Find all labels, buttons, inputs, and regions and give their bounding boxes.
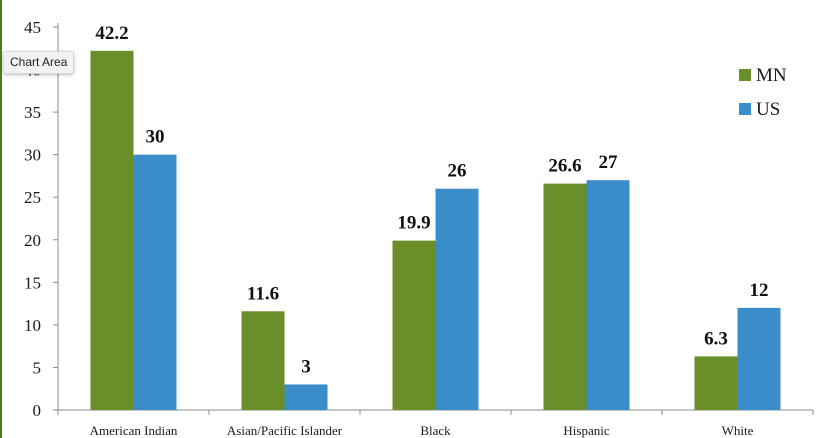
bar-mn — [241, 311, 285, 410]
data-label-us: 30 — [146, 127, 165, 148]
data-label-us: 3 — [301, 356, 311, 377]
bar-us — [586, 180, 630, 410]
y-tick-label: 15 — [24, 273, 41, 292]
data-label-us: 12 — [750, 280, 769, 301]
data-label-us: 26 — [448, 161, 467, 182]
y-tick-label: 10 — [24, 316, 41, 335]
bar-mn — [694, 356, 738, 410]
legend-label-us: US — [756, 99, 780, 120]
y-tick-label: 5 — [33, 358, 42, 377]
bar-us — [133, 154, 177, 410]
data-label-us: 27 — [599, 152, 619, 173]
x-category-label: American Indian — [90, 423, 178, 438]
x-category-label: Hispanic — [563, 423, 609, 438]
window-left-edge — [0, 0, 2, 438]
x-category-label: Black — [420, 423, 451, 438]
y-tick-label: 45 — [24, 18, 41, 37]
data-label-mn: 6.3 — [704, 328, 728, 349]
bar-us — [737, 307, 781, 410]
bar-mn — [90, 50, 134, 410]
legend-label-mn: MN — [756, 65, 787, 86]
chart-legend: MN US — [739, 65, 787, 120]
chart-area-tooltip: Chart Area — [3, 51, 75, 74]
bar-us — [435, 188, 479, 410]
y-tick-label: 35 — [24, 103, 41, 122]
data-label-mn: 19.9 — [397, 213, 430, 234]
y-tick-label: 30 — [24, 146, 41, 165]
y-tick-label: 25 — [24, 188, 41, 207]
x-category-label: Asian/Pacific Islander — [227, 423, 343, 438]
chart-labels: 42.2 11.6 19.9 26.6 6.3 30 3 26 27 12 — [95, 23, 768, 378]
y-tick-label: 0 — [33, 401, 42, 420]
bar-mn — [392, 240, 436, 410]
data-label-mn: 26.6 — [548, 156, 581, 177]
y-tick-label: 20 — [24, 231, 41, 250]
legend-swatch-mn — [739, 69, 751, 81]
legend-swatch-us — [739, 103, 751, 115]
data-label-mn: 11.6 — [247, 283, 279, 304]
chart-bars — [90, 50, 781, 410]
x-category-label: White — [722, 423, 754, 438]
data-label-mn: 42.2 — [95, 23, 128, 44]
bar-mn — [543, 183, 587, 410]
bar-us — [284, 384, 328, 410]
